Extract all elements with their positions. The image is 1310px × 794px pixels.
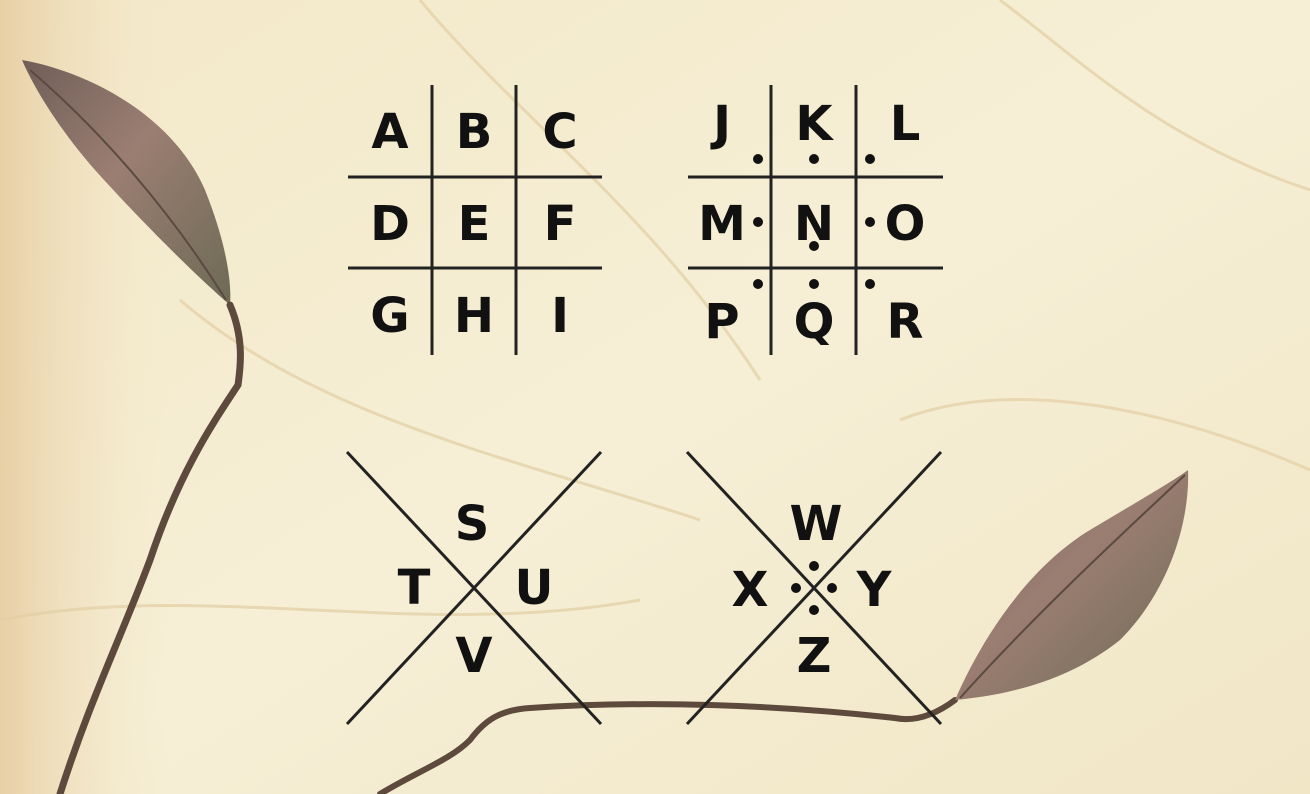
grid-dotted <box>688 85 943 355</box>
grid-plain <box>348 85 602 355</box>
x-dots <box>791 561 837 615</box>
x-dotted <box>685 450 943 726</box>
letter-g: G <box>370 288 410 344</box>
letter-s: S <box>454 496 490 552</box>
branch-left <box>22 60 244 794</box>
letter-l: L <box>889 96 921 152</box>
letter-b: B <box>455 104 493 160</box>
letter-t: T <box>397 560 431 616</box>
letter-d: D <box>370 196 410 252</box>
letter-e: E <box>457 196 491 252</box>
letter-i: I <box>551 288 569 344</box>
branch-right <box>377 470 1189 794</box>
letter-h: H <box>453 288 495 344</box>
letter-p: P <box>704 294 740 350</box>
letter-q: Q <box>793 294 835 350</box>
letter-j: J <box>713 96 731 152</box>
letter-o: O <box>884 196 926 252</box>
letter-m: M <box>698 196 746 252</box>
letter-k: K <box>795 96 833 152</box>
letter-z: Z <box>796 628 832 684</box>
grid-dots <box>753 154 875 289</box>
letter-f: F <box>543 196 577 252</box>
letter-n: N <box>793 196 835 252</box>
letter-a: A <box>371 104 409 160</box>
x-plain <box>345 450 603 726</box>
letter-w: W <box>789 496 843 552</box>
letter-r: R <box>886 294 924 350</box>
letter-c: C <box>542 104 578 160</box>
letter-u: U <box>514 560 554 616</box>
letter-y: Y <box>856 562 892 618</box>
letter-v: V <box>455 628 493 684</box>
letter-x: X <box>731 562 769 618</box>
